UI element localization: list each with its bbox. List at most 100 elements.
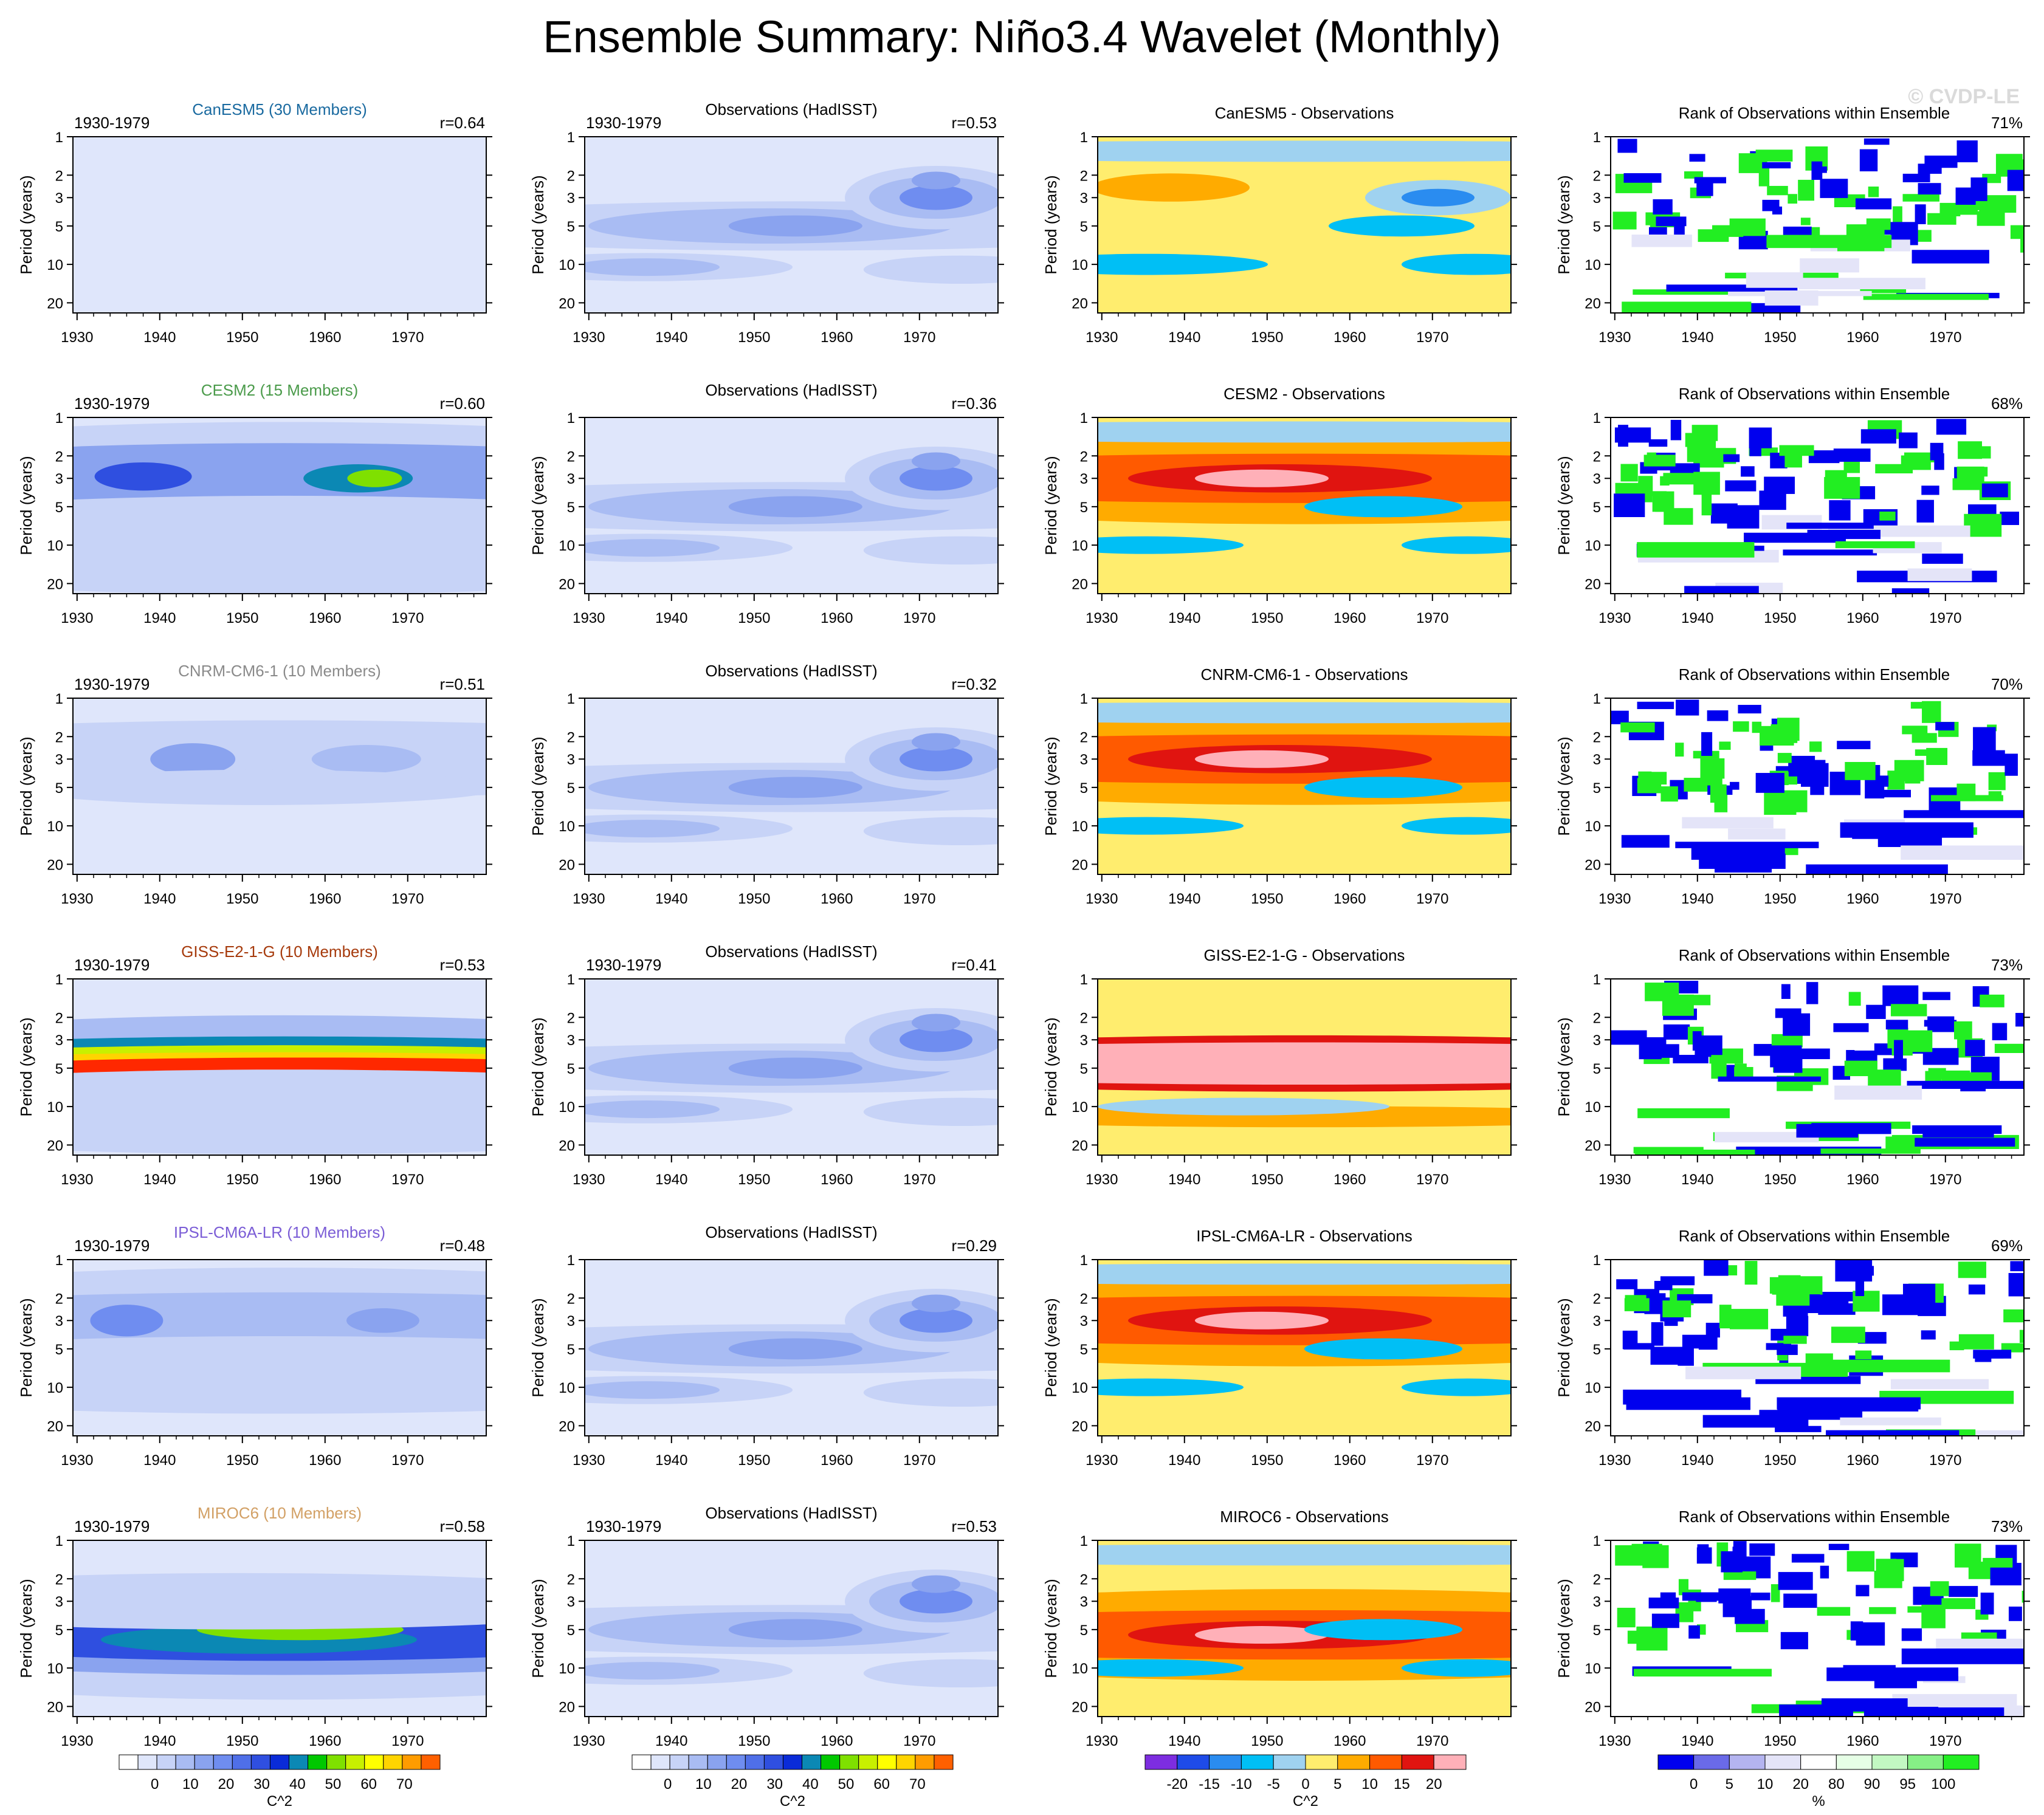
r1c2-ytick-label: 1 xyxy=(1080,410,1088,427)
rank-cell xyxy=(1719,1305,1732,1329)
diff-contour xyxy=(1098,1263,1511,1285)
rank-cell xyxy=(1973,1350,2012,1359)
r2c2-ytick-label: 20 xyxy=(1072,857,1088,873)
r1c0-ylabel: Period (years) xyxy=(17,456,35,555)
rank-cell xyxy=(1902,194,1940,202)
rank-cell xyxy=(1798,179,1815,201)
rank-cell xyxy=(1806,982,1819,1004)
r1c0-ytick-label: 20 xyxy=(47,576,63,592)
rank-cell xyxy=(1808,450,1840,464)
power-contour xyxy=(585,820,720,838)
r3c3-field xyxy=(1611,979,2024,1155)
rank-percent: 68% xyxy=(1991,394,2023,413)
r3c1-xtick-label: 1950 xyxy=(738,1172,770,1188)
r0c1-frame xyxy=(584,136,999,314)
r4c2-ytick-label: 5 xyxy=(1080,1342,1088,1358)
r0c0-xtick-label: 1940 xyxy=(143,329,176,346)
r1c3-ytick-label: 5 xyxy=(1593,499,1601,516)
rank-cell xyxy=(1817,1607,1851,1616)
rank-band xyxy=(1684,586,1759,594)
colorbar-swatch xyxy=(1369,1754,1402,1770)
rank-cell xyxy=(1723,1571,1757,1580)
diff-contour xyxy=(1098,702,1511,724)
rank-cell xyxy=(1719,741,1731,750)
r1c0-xtick-label: 1940 xyxy=(143,610,176,626)
colorbar-swatch xyxy=(915,1754,935,1770)
r3c1-ylabel: Period (years) xyxy=(529,1017,547,1116)
rank-band xyxy=(1915,1137,2015,1147)
diff-contour xyxy=(1098,1378,1244,1396)
r3c1-frame xyxy=(584,978,999,1156)
r5c1-xtick-label: 1940 xyxy=(655,1733,687,1749)
rank-cell xyxy=(1654,1281,1673,1291)
r5c3-xtick-label: 1950 xyxy=(1764,1733,1796,1749)
colorbar-swatch xyxy=(289,1754,309,1770)
r1c2-ytick-label: 5 xyxy=(1080,499,1088,516)
r3c3-xtick-label: 1940 xyxy=(1681,1172,1713,1188)
r2c1-ytick-label: 3 xyxy=(567,752,575,768)
r1c1-xtick-label: 1970 xyxy=(903,610,935,626)
colorbar-label: 0 xyxy=(1690,1776,1698,1793)
colorbar-swatch xyxy=(1144,1754,1178,1770)
r0c1-xtick-label: 1970 xyxy=(903,329,935,346)
rank-cell xyxy=(1764,792,1797,815)
rank-cell xyxy=(1741,466,1755,477)
power-contour xyxy=(863,536,998,565)
r4c2-xtick-label: 1960 xyxy=(1333,1452,1366,1469)
r5c0-field xyxy=(73,1540,486,1717)
rank-cell xyxy=(1660,1592,1676,1605)
rank-cell xyxy=(1670,420,1682,441)
r2c3-ytick-label: 1 xyxy=(1593,691,1601,707)
rank-cell xyxy=(1762,162,1791,169)
colorbar-label: 10 xyxy=(695,1776,712,1793)
rank-band xyxy=(1863,293,1989,300)
rank-cell xyxy=(1825,470,1847,479)
r2c3-ytick-label: 3 xyxy=(1593,752,1601,768)
r0c0-ytick-label: 20 xyxy=(47,295,63,312)
model-correlation: r=0.60 xyxy=(440,394,485,413)
colorbar-label: 30 xyxy=(766,1776,783,1793)
r1c3-ytick-label: 1 xyxy=(1593,410,1601,427)
model-title: CESM2 (15 Members) xyxy=(201,381,359,399)
r4c2-frame xyxy=(1097,1259,1512,1436)
colorbar-swatch xyxy=(745,1754,765,1770)
r5c1-xtick-label: 1930 xyxy=(573,1733,605,1749)
r1c0-xtick-label: 1960 xyxy=(309,610,341,626)
rank-cell xyxy=(1617,139,1637,153)
rank-band xyxy=(1892,1693,2017,1707)
r3c3-ytick-label: 3 xyxy=(1593,1032,1601,1049)
r0c2-ytick-label: 10 xyxy=(1072,257,1088,273)
colorbar-swatch xyxy=(782,1754,803,1770)
colorbar-swatch xyxy=(821,1754,841,1770)
colorbar-label: -5 xyxy=(1267,1776,1280,1793)
r5c0-ytick-label: 3 xyxy=(55,1594,63,1610)
r5c0-ytick-label: 10 xyxy=(47,1661,63,1677)
r3c1-ytick-label: 3 xyxy=(567,1032,575,1049)
colorbar-swatch xyxy=(175,1754,195,1770)
r3c2-ytick-label: 1 xyxy=(1080,972,1088,988)
r3c0-xtick-label: 1950 xyxy=(226,1172,258,1188)
r1c2-xtick-label: 1950 xyxy=(1251,610,1283,626)
rank-cell xyxy=(1700,758,1725,779)
rank-cell xyxy=(1956,466,1984,484)
r2c2-field xyxy=(1098,698,1511,874)
diff-title: CNRM-CM6-1 - Observations xyxy=(1201,665,1408,684)
r3c0-ylabel: Period (years) xyxy=(17,1017,35,1116)
r4c0-ytick-label: 3 xyxy=(55,1313,63,1330)
rank-cell xyxy=(1954,1021,1972,1040)
rank-title: Rank of Observations within Ensemble xyxy=(1679,1227,1950,1245)
r0c1-ytick-label: 5 xyxy=(567,219,575,235)
rank-cell xyxy=(1916,499,1934,523)
colorbar-swatch xyxy=(1241,1754,1274,1770)
r4c1-xtick-label: 1930 xyxy=(573,1452,605,1469)
r3c1-xtick-label: 1940 xyxy=(655,1172,687,1188)
rank-cell xyxy=(1921,1330,1936,1340)
r2c0-field xyxy=(73,698,486,874)
r1c2-frame xyxy=(1097,417,1512,594)
rank-cell xyxy=(1797,1048,1830,1060)
rank-band xyxy=(1621,835,1670,848)
diff-contour xyxy=(1304,1338,1462,1360)
r0c0-ytick-label: 3 xyxy=(55,190,63,207)
r3c0-xtick-label: 1960 xyxy=(309,1172,341,1188)
r5c0-ytick-label: 5 xyxy=(55,1622,63,1639)
